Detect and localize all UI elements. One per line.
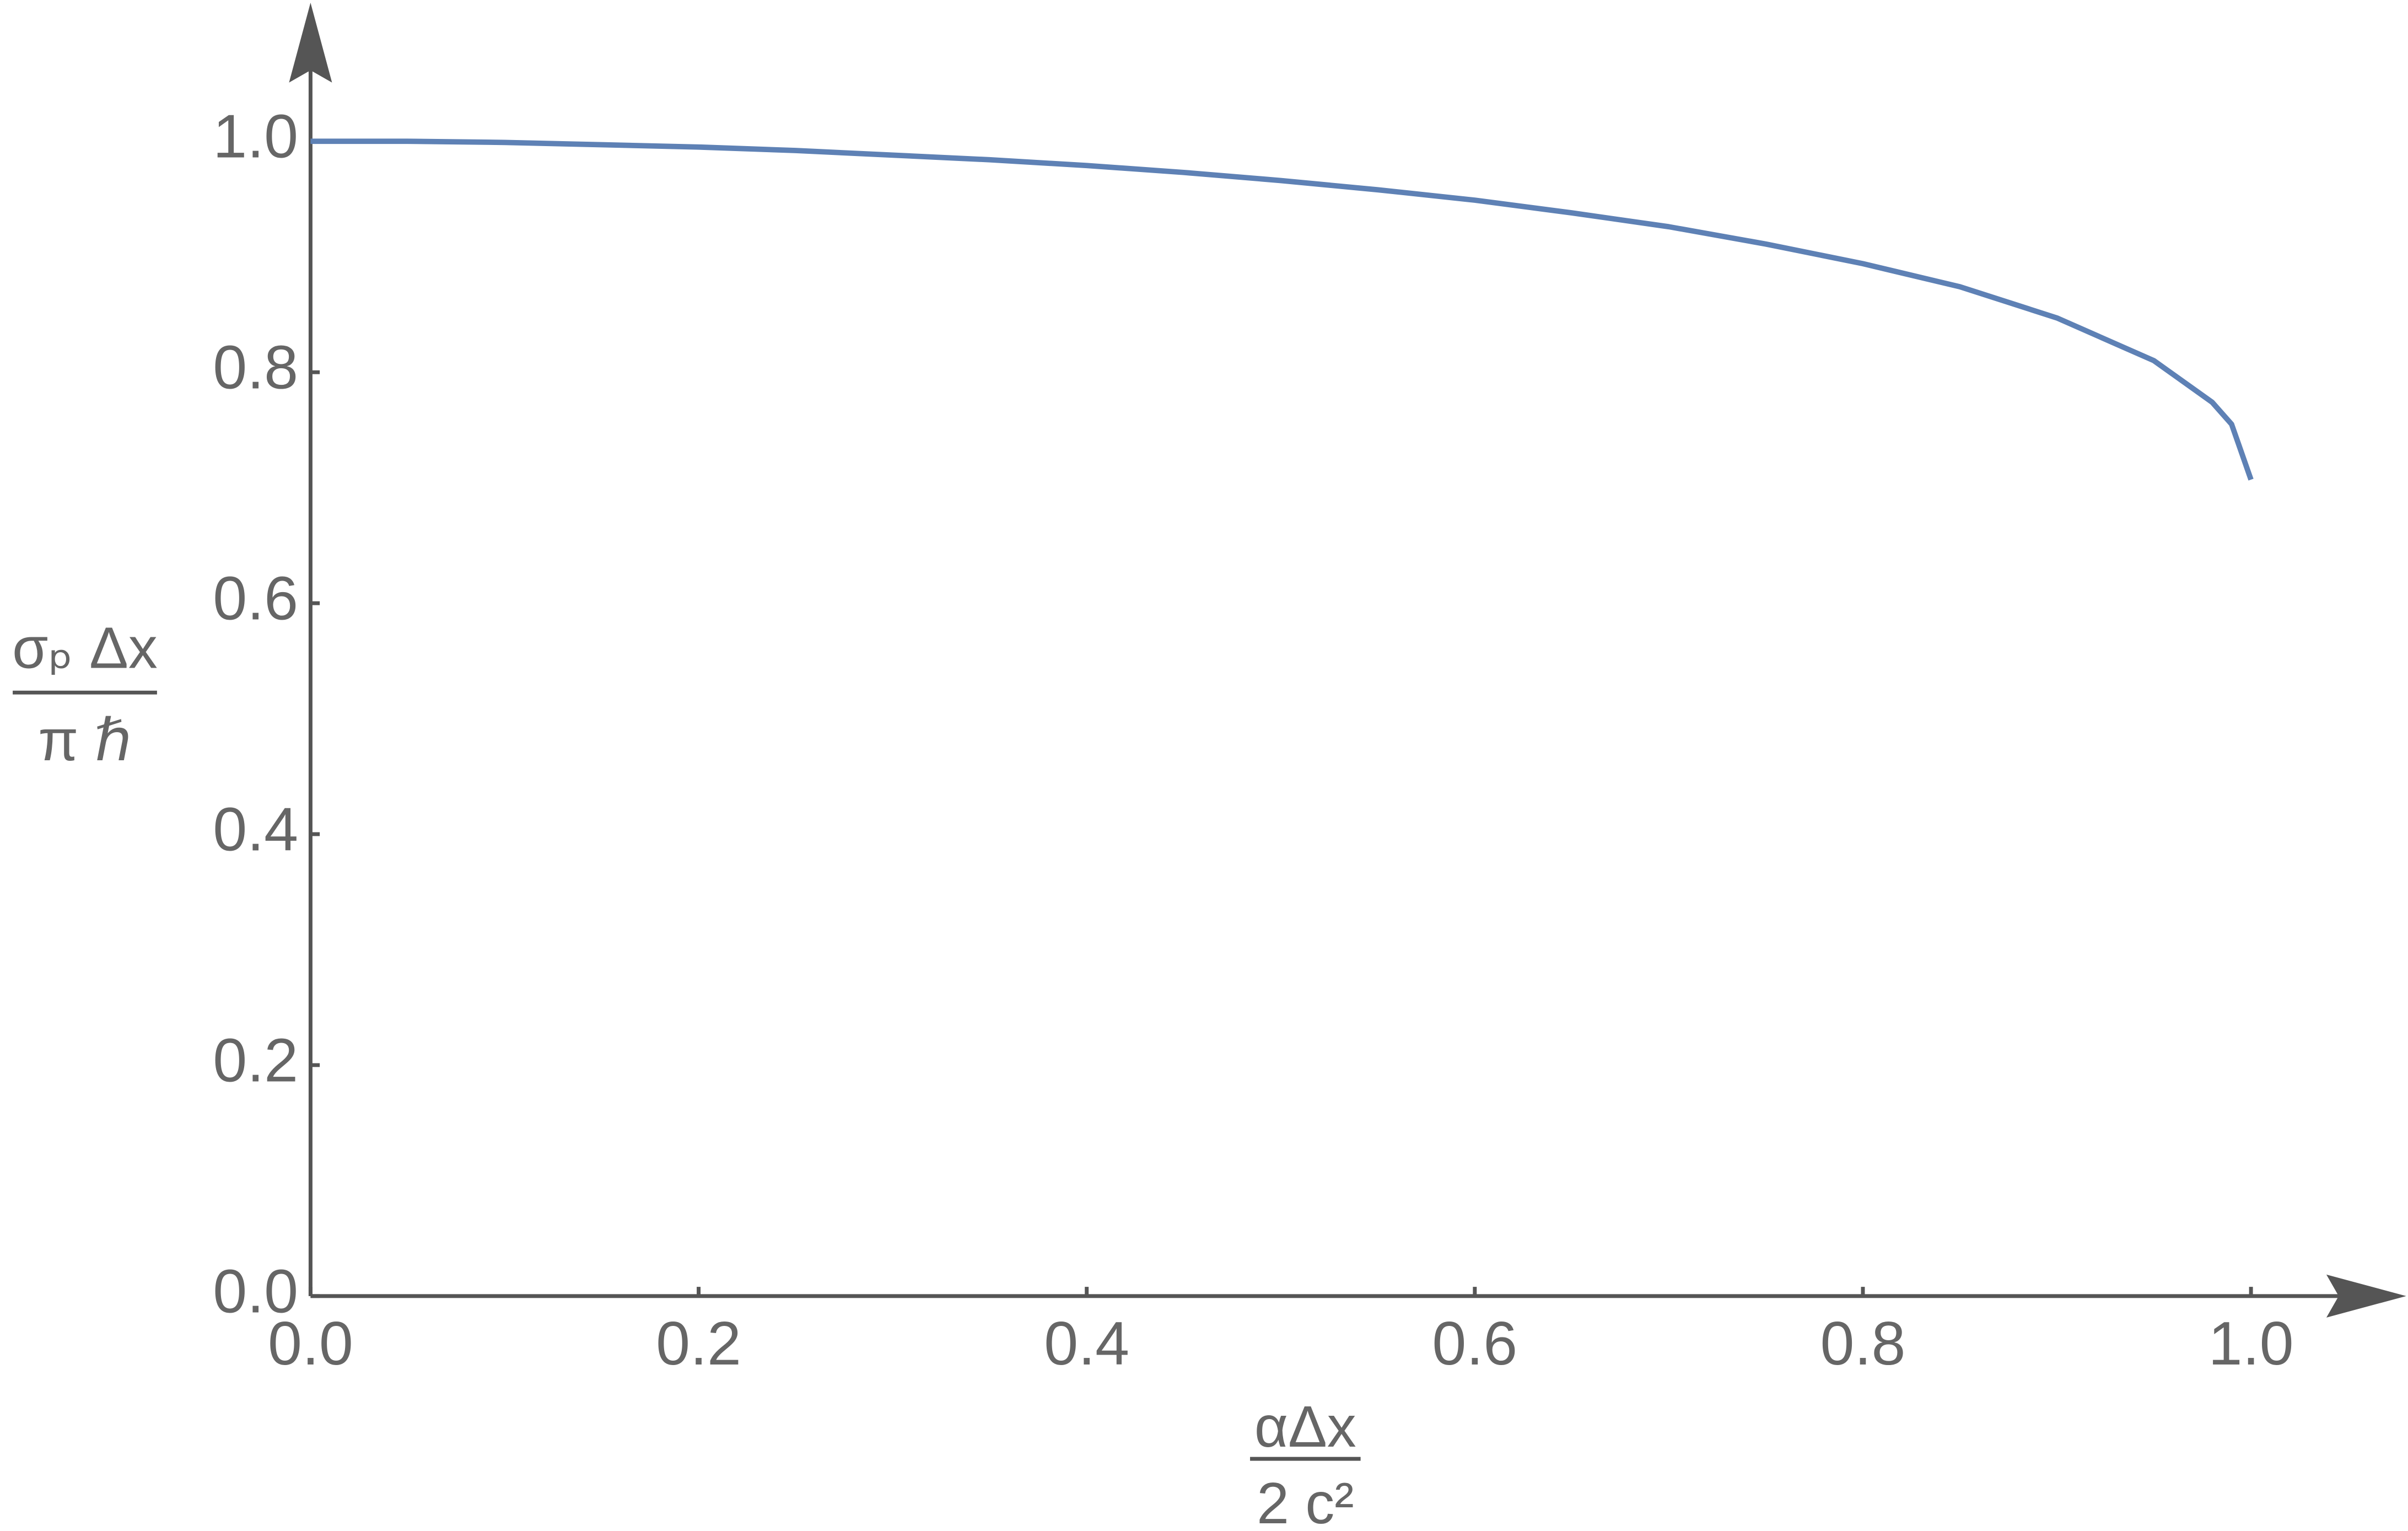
y-tick-label: 0.8 [213,333,298,402]
x-axis-arrow [2326,1274,2406,1318]
x-label-numerator: αΔx [1254,1394,1356,1459]
x-tick-label: 0.4 [1044,1309,1129,1378]
data-line [310,138,2254,481]
y-tick-label: 0.0 [213,1256,298,1325]
y-label-denominator: π ℏ [38,708,132,773]
y-tick-label: 0.6 [213,564,298,633]
y-label-numerator: σₚ Δx [12,616,158,681]
x-tick-label: 1.0 [2208,1309,2294,1378]
x-label-denominator: 2 c² [1257,1471,1354,1531]
y-tick-label: 0.4 [213,794,298,863]
x-tick-label: 0.8 [1820,1309,1906,1378]
x-tick-label: 0.0 [268,1309,353,1378]
x-tick-label: 0.2 [656,1309,741,1378]
x-tick-label: 0.6 [1432,1309,1517,1378]
y-axis-arrow [289,2,332,83]
y-tick-label: 1.0 [213,102,298,171]
y-tick-label: 0.2 [213,1025,298,1094]
